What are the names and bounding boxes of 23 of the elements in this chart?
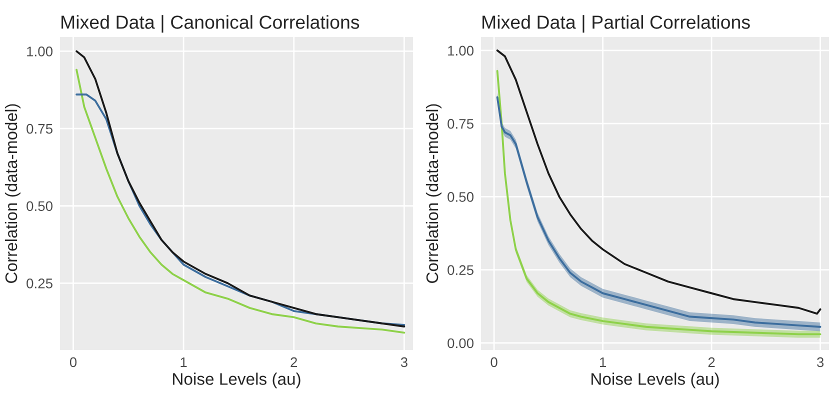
y-axis-title: Correlation (data-model) [426,104,442,283]
y-tick-label: 0.50 [26,201,53,212]
y-tick-label: 0.25 [26,278,52,288]
x-tick-label: 2 [290,357,298,368]
chart-title: Mixed Data | Partial Correlations [482,15,750,33]
x-tick-label: 3 [400,357,408,368]
x-tick-label: 3 [816,357,824,368]
y-tick-label: 0.75 [26,124,52,134]
x-axis-title: Noise Levels (au) [173,372,300,388]
x-tick-label: 0 [70,357,77,368]
y-tick-label: 0.00 [448,338,474,348]
x-tick-label: 1 [600,357,606,368]
y-axis-title: Correlation (data-model) [4,104,20,283]
y-tick-label: 0.25 [448,265,474,276]
y-tick-label: 0.75 [448,118,474,129]
x-tick-label: 2 [708,357,715,368]
y-tick-label: 1.00 [27,46,53,56]
x-tick-label: 0 [490,357,498,368]
chart-title: Mixed Data | Canonical Correlations [62,15,360,33]
x-axis-title: Noise Levels (au) [592,372,719,388]
x-tick-label: 1 [180,357,187,368]
y-tick-label: 1.00 [448,46,474,56]
y-tick-label: 0.50 [448,192,474,202]
